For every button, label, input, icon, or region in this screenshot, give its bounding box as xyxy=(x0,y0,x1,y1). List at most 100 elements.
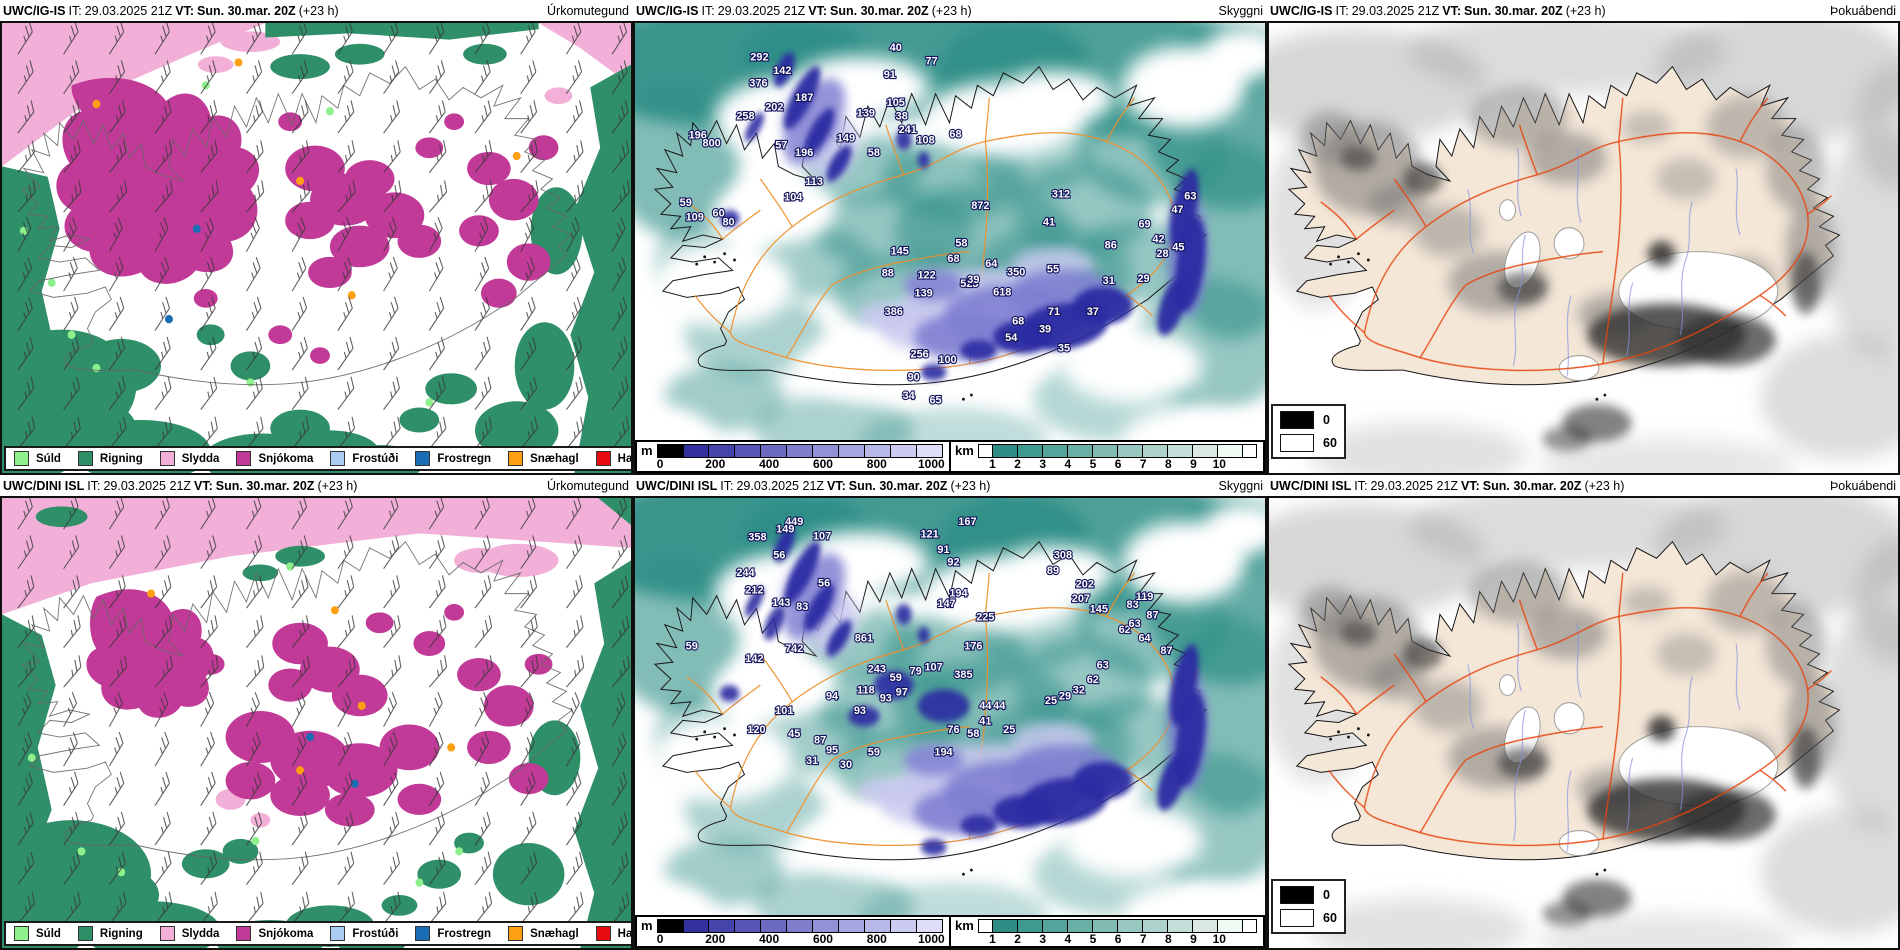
map-precip-igis[interactable]: Súld Rigning Slydda Snjókoma Frostúði Frostre… xyxy=(0,21,633,475)
legend-label: Snjókoma xyxy=(258,927,314,940)
valid-time: Sun. 30.mar. 20Z xyxy=(1464,4,1563,18)
vis-value: 113 xyxy=(805,176,823,188)
lead-time: (+23 h) xyxy=(1565,4,1606,18)
islets xyxy=(1329,727,1607,876)
vis-value: 59 xyxy=(680,197,692,209)
fog-swatch-black xyxy=(1280,411,1314,429)
map-precip-dini[interactable]: Súld Rigning Slydda Snjókoma Frostúði Frostre… xyxy=(0,496,633,950)
vis-value: 58 xyxy=(868,147,880,159)
legend-label: Rigning xyxy=(99,927,143,940)
legend-label: Snæhagl xyxy=(530,452,579,465)
map-fog-igis[interactable]: 0 60 xyxy=(1267,21,1900,475)
vis-value: 94 xyxy=(826,690,839,702)
vis-value: 618 xyxy=(993,286,1011,298)
vis-value: 25 xyxy=(1045,695,1057,707)
wind-barbs-layer xyxy=(17,498,630,925)
valid-time: Sun. 30.mar. 20Z xyxy=(848,479,948,493)
legend-item: Snæhagl xyxy=(508,451,579,466)
vis-value: 861 xyxy=(855,632,873,644)
vis-value: 386 xyxy=(885,306,903,318)
vis-value: 54 xyxy=(1005,332,1018,344)
vis-value: 87 xyxy=(1146,609,1158,621)
dense-fog-shading xyxy=(1340,145,1820,452)
vis-value: 68 xyxy=(949,128,961,140)
scalebar-m-bar: 0 200 400 600 800 1000 xyxy=(656,444,945,473)
run-info: UWC/IG-IS IT: 29.03.2025 21Z VT: Sun. 30.mar… xyxy=(636,4,975,18)
legend-label: Slydda xyxy=(181,927,220,940)
vis-value: 59 xyxy=(890,672,902,684)
legend-item: Slydda xyxy=(159,926,220,941)
vis-value: 87 xyxy=(1160,645,1172,657)
vis-value: 83 xyxy=(1127,599,1139,611)
model-name: UWC/IG-IS xyxy=(636,4,699,18)
scalebar-tick: 1000 xyxy=(917,457,945,471)
field-type-label: Þokuábendi xyxy=(1829,4,1896,18)
vis-value: 63 xyxy=(1184,190,1196,202)
vis-value: 91 xyxy=(937,544,949,556)
vis-value: 207 xyxy=(1072,593,1090,605)
dense-fog-shading xyxy=(1340,620,1820,927)
vis-value: 202 xyxy=(765,101,783,113)
valid-time-label: VT: xyxy=(808,4,828,18)
legend-label: Slydda xyxy=(181,452,220,465)
vis-value: 64 xyxy=(1138,632,1151,644)
scalebar-unit-m: m xyxy=(641,443,653,458)
vis-value: 44 xyxy=(979,700,992,712)
legend-swatch xyxy=(14,451,29,466)
panel-header: UWC/DINI ISL IT: 29.03.2025 21Z VT: Sun. 30.… xyxy=(0,475,633,496)
map-fog-dini[interactable]: 0 60 xyxy=(1267,496,1900,950)
legend-label: Snæhagl xyxy=(530,927,579,940)
scalebar-tick: 800 xyxy=(866,932,887,946)
vis-value: 143 xyxy=(772,597,790,609)
legend-swatch xyxy=(159,926,175,941)
fog-swatch-label: 0 xyxy=(1323,888,1330,902)
vis-value: 145 xyxy=(891,246,909,258)
vis-value: 63 xyxy=(1129,618,1141,630)
fog-swatch-white xyxy=(1280,434,1314,452)
vis-value: 93 xyxy=(854,705,866,717)
vis-value: 241 xyxy=(899,124,917,136)
vis-value: 525 xyxy=(960,278,978,290)
freezing-rain-spots xyxy=(164,224,201,324)
legend-swatch xyxy=(77,926,93,941)
vis-value: 385 xyxy=(954,669,972,681)
coastline xyxy=(653,65,1208,386)
vis-value: 194 xyxy=(949,588,968,600)
legend-label: Súld xyxy=(36,927,61,940)
roads-layer xyxy=(1320,572,1832,847)
vis-value: 142 xyxy=(745,653,763,665)
fog-legend: 0 60 xyxy=(1271,404,1346,459)
vis-value: 109 xyxy=(686,211,704,223)
legend-swatch xyxy=(236,926,252,941)
scalebar-tick: 9 xyxy=(1190,457,1197,471)
vis-value: 44 xyxy=(993,700,1006,712)
scalebar-segments xyxy=(977,444,1257,458)
legend-item: Haglél xyxy=(595,451,631,466)
panel-header: UWC/IG-IS IT: 29.03.2025 21Z VT: Sun. 30.mar… xyxy=(1267,0,1900,21)
vis-value: 105 xyxy=(887,97,905,109)
map-visibility-igis[interactable]: 292 142 376 187 202 258 196 800 57 196 113 104 59 60 8… xyxy=(633,21,1267,475)
vis-value: 119 xyxy=(1136,591,1154,603)
vis-value: 58 xyxy=(967,728,979,740)
coastline xyxy=(653,540,1208,861)
fog-legend-row: 60 xyxy=(1280,909,1337,927)
vis-value: 107 xyxy=(813,530,831,542)
vis-value: 244 xyxy=(736,567,755,579)
vis-value: 68 xyxy=(1012,315,1024,327)
legend-label: Snjókoma xyxy=(258,452,314,465)
fog-legend-row: 60 xyxy=(1280,434,1337,452)
legend-swatch xyxy=(77,451,93,466)
vis-value: 742 xyxy=(785,643,803,655)
vis-value: 56 xyxy=(818,577,830,589)
vis-value: 86 xyxy=(1105,239,1117,251)
vis-value: 38 xyxy=(896,110,908,122)
vis-value: 59 xyxy=(868,747,880,759)
map-visibility-dini[interactable]: 449 358 149 107 56 244 212 143 83 56 121 167 91 92 147… xyxy=(633,496,1267,950)
scalebar-tick: 400 xyxy=(759,457,780,471)
vis-value: 800 xyxy=(703,137,721,149)
vis-value: 37 xyxy=(1087,306,1099,318)
coastline xyxy=(20,65,574,386)
